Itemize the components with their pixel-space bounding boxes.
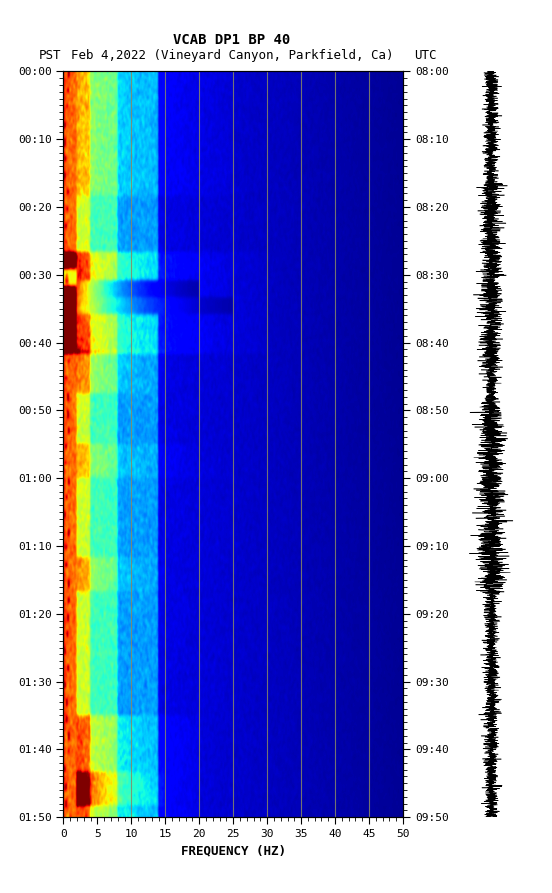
Text: VCAB DP1 BP 40: VCAB DP1 BP 40 (173, 33, 290, 47)
Text: UTC: UTC (414, 49, 436, 62)
Text: Feb 4,2022 (Vineyard Canyon, Parkfield, Ca): Feb 4,2022 (Vineyard Canyon, Parkfield, … (71, 49, 393, 62)
Text: PST: PST (39, 49, 61, 62)
X-axis label: FREQUENCY (HZ): FREQUENCY (HZ) (181, 845, 286, 857)
Polygon shape (6, 13, 39, 33)
Text: USGS: USGS (42, 13, 89, 28)
